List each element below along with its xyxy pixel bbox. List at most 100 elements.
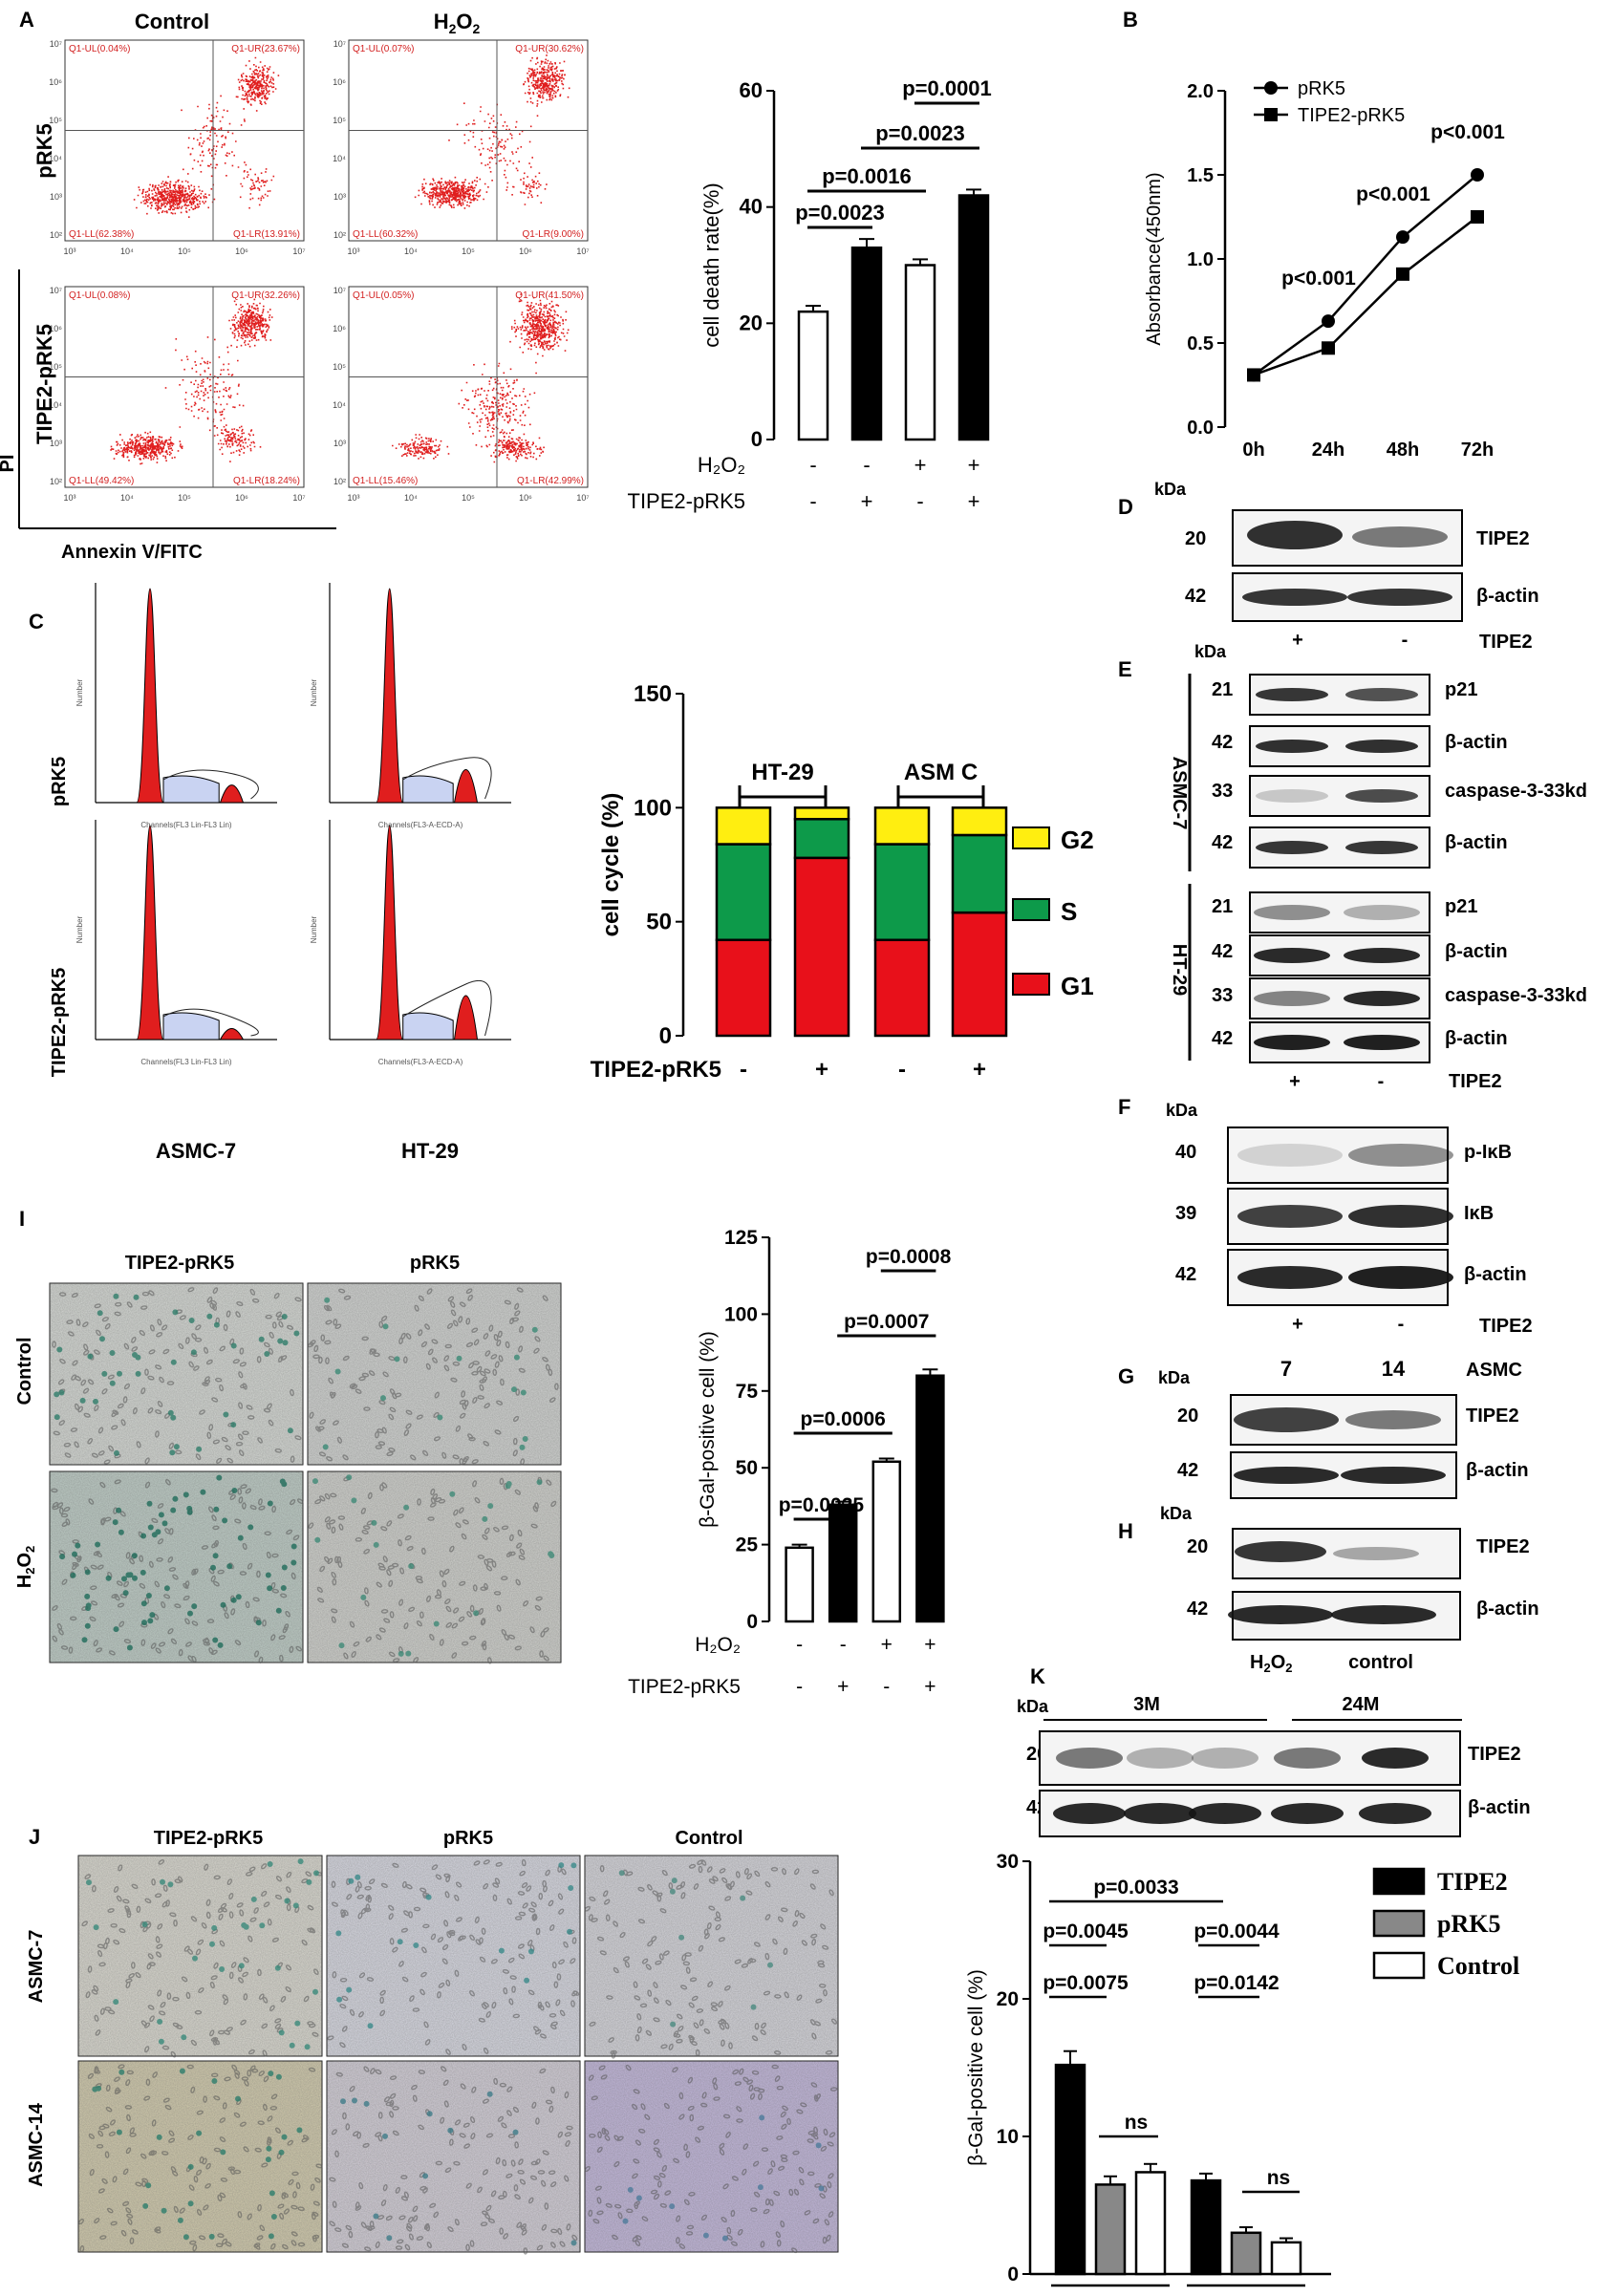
row-sign: -	[863, 453, 870, 477]
bar	[1134, 2171, 1167, 2276]
blot-band	[1256, 688, 1328, 701]
panel-letter-b: B	[1123, 8, 1138, 32]
blot-e1-kda-3: 42	[1212, 832, 1233, 853]
blot-e-kda: kDa	[1194, 642, 1227, 661]
legend-swatch	[1012, 826, 1050, 849]
hist-x-axis-label: Channels(FL3-A-ECD-A)	[378, 821, 463, 829]
flow-tick-y: 10⁷	[333, 39, 346, 49]
blot-g-name-0: TIPE2	[1466, 1405, 1519, 1427]
bar-segment-g1	[793, 856, 850, 1038]
hist-col-label-ht29: HT-29	[401, 1139, 459, 1163]
bar	[1094, 2183, 1127, 2276]
micrograph-stained-cells	[54, 1293, 300, 1456]
legend-marker	[1264, 81, 1278, 95]
bar-segment-g2	[715, 806, 772, 846]
hist-s-phase	[402, 775, 454, 804]
row-sign: +	[861, 489, 873, 513]
flow-tick-y: 10⁴	[49, 154, 62, 163]
flow-quadrant-ll: Q1-LL(60.32%)	[353, 229, 418, 240]
micrograph-cells	[81, 1859, 323, 2058]
hist-g2-peak	[219, 1028, 245, 1041]
pvalue-label: p=0.0001	[902, 76, 992, 100]
hist-fit-curve	[162, 1008, 259, 1037]
flow-tick-y: 10⁷	[50, 286, 62, 295]
blot-e2-kda-1: 42	[1212, 941, 1233, 962]
flow-tick-x: 10⁶	[519, 247, 532, 256]
blot-e1-kda-2: 33	[1212, 781, 1233, 802]
blot-band	[1344, 991, 1420, 1006]
blot-k-kda: kDa	[1017, 1697, 1049, 1716]
blot-e2-kda-3: 42	[1212, 1028, 1233, 1049]
row-sign: +	[973, 1057, 986, 1083]
blot-band	[1256, 789, 1328, 803]
blot-e2-kda-2: 33	[1212, 985, 1233, 1006]
panel-letter-d: D	[1118, 495, 1133, 519]
pvalue-label: p=0.0006	[801, 1408, 886, 1430]
blot-e1-name-2: caspase-3-33kd	[1445, 781, 1587, 802]
blot-band	[1344, 905, 1420, 920]
blot-band	[1256, 740, 1328, 753]
y-tick-label: 50	[736, 1457, 758, 1479]
blot-band	[1237, 1266, 1343, 1289]
blot-g-kda: kDa	[1158, 1368, 1191, 1387]
blot-band	[1237, 1144, 1343, 1167]
flow-tick-x: 10⁴	[404, 493, 418, 503]
pvalue-label: p=0.0023	[795, 201, 885, 225]
y-tick-label: 125	[724, 1227, 758, 1249]
bar	[1190, 2178, 1222, 2276]
bar	[1230, 2231, 1262, 2276]
blot-h-lane-1: control	[1348, 1652, 1413, 1673]
blot-h-lane-0: H2O2	[1250, 1652, 1292, 1675]
flow-row-label-prk5: pRK5	[32, 123, 56, 178]
bar	[957, 194, 990, 441]
blot-band	[1345, 841, 1418, 854]
blot-e2-name-2: caspase-3-33kd	[1445, 985, 1587, 1006]
row-sign: +	[815, 1057, 828, 1083]
pvalue-label: p=0.0023	[875, 121, 965, 145]
flow-quadrant-ur: Q1-UR(23.67%)	[231, 44, 300, 54]
bar-segment-g1	[715, 938, 772, 1038]
blot-h-kda-0: 20	[1187, 1536, 1208, 1557]
blot-d-kda-1: 42	[1185, 586, 1206, 607]
micrograph-stained-cells	[335, 1862, 577, 2029]
blot-frame	[1227, 1127, 1449, 1184]
legend-swatch	[1012, 898, 1050, 921]
row-sign: -	[796, 1634, 803, 1656]
series-line	[1253, 216, 1478, 376]
blot-e-group-ht29: HT-29	[1169, 944, 1190, 996]
bar	[785, 1546, 814, 1623]
blot-k-name-0: TIPE2	[1468, 1744, 1521, 1765]
blot-band	[1274, 1748, 1341, 1769]
flow-quadrant-ul: Q1-UL(0.04%)	[69, 44, 130, 54]
legend-swatch	[1372, 1867, 1426, 1896]
pvalue-label: p=0.0008	[866, 1246, 952, 1268]
blot-band	[1271, 1803, 1344, 1824]
hist-s-phase	[162, 775, 220, 804]
blot-band	[1254, 991, 1330, 1006]
flow-tick-x: 10⁴	[120, 493, 134, 503]
blot-band	[1331, 1605, 1436, 1624]
micrograph-texture	[78, 2061, 322, 2252]
chart-cell-death: 0 20 40 60 cell death rate(%) H₂O₂ - - + + TIPE2-p…	[628, 76, 992, 513]
hist-g2-peak	[453, 995, 479, 1041]
hist-s-phase	[402, 1012, 454, 1041]
blot-band	[1247, 521, 1343, 549]
row-sign: +	[881, 1634, 893, 1656]
flow-axis-annexin: Annexin V/FITC	[61, 542, 203, 563]
flow-tick-x: 10⁵	[178, 493, 191, 503]
blot-g-kda-0: 20	[1177, 1405, 1198, 1427]
series-point	[1396, 267, 1409, 281]
flow-dots	[414, 54, 570, 209]
micrograph-cells	[584, 2064, 838, 2254]
category-label: ASMC-7	[1070, 2293, 1151, 2296]
micrograph-texture	[78, 1856, 322, 2056]
micrograph-cells	[52, 1287, 302, 1465]
hist-y-axis-label: Number	[310, 915, 318, 943]
micro-j-col-control: Control	[675, 1828, 742, 1849]
blot-d-lane-label: TIPE2	[1479, 632, 1533, 653]
blot-k-name-1: β-actin	[1468, 1797, 1531, 1818]
pvalue-label: p=0.0016	[822, 164, 912, 188]
micro-j-row-asmc14: ASMC-14	[26, 2102, 47, 2187]
panel-letter-j: J	[29, 1825, 40, 1849]
